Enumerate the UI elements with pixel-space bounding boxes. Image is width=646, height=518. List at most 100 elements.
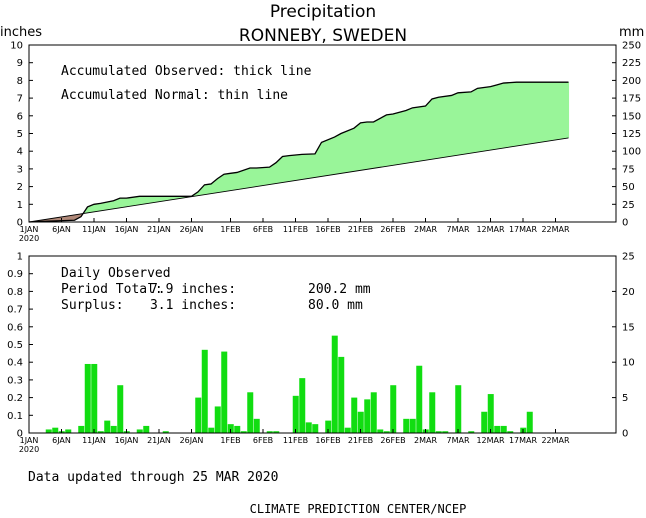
deficit-fill-slice	[78, 214, 80, 219]
surplus-fill-slice	[502, 83, 504, 149]
surplus-fill-slice	[486, 87, 488, 151]
surplus-fill-slice	[335, 136, 337, 175]
surplus-fill-slice	[414, 107, 416, 162]
surplus-fill-slice	[483, 87, 485, 152]
bottom-ytick-label-left: 0.4	[7, 358, 23, 369]
surplus-fill-slice	[174, 196, 176, 200]
surplus-fill-slice	[269, 167, 271, 185]
surplus-fill-slice	[475, 89, 477, 153]
surplus-fill-slice	[247, 168, 249, 188]
surplus-fill-slice	[516, 82, 518, 147]
period-total-inches: 7.9 inches:	[150, 282, 236, 297]
surplus-fill-slice	[220, 176, 222, 193]
top-xtick-label: 11FEB	[283, 225, 308, 234]
surplus-fill-slice	[443, 96, 445, 158]
bottom-xtick-label: 1JAN	[20, 436, 39, 445]
surplus-fill-slice	[88, 206, 90, 213]
surplus-fill-slice	[431, 99, 433, 160]
surplus-fill-slice	[109, 201, 111, 210]
surplus-fill-slice	[126, 198, 128, 207]
surplus-fill-slice	[396, 113, 398, 165]
surplus-fill-slice	[309, 154, 311, 179]
surplus-fill-slice	[503, 83, 505, 149]
surplus-fill-slice	[153, 196, 155, 203]
surplus-fill-slice	[337, 135, 339, 174]
daily-bar	[240, 431, 247, 433]
top-xtick-label: 26JAN	[180, 225, 204, 234]
top-ytick-label-left: 1	[17, 200, 23, 211]
deficit-fill-slice	[71, 215, 73, 221]
deficit-fill-slice	[45, 219, 47, 222]
surplus-fill-slice	[371, 121, 373, 169]
surplus-fill-slice	[197, 192, 199, 196]
deficit-fill-slice	[58, 217, 60, 221]
surplus-fill-slice	[287, 155, 289, 182]
surplus-fill-slice	[102, 203, 104, 211]
top-year-label: 2020	[19, 234, 39, 243]
surplus-fill-slice	[310, 154, 312, 179]
top-xtick-label: 16FEB	[315, 225, 340, 234]
daily-bar	[383, 431, 390, 433]
surplus-fill-slice	[164, 196, 166, 201]
bottom-ytick-label-left: 0.8	[7, 287, 23, 298]
daily-bar	[292, 395, 299, 433]
surplus-fill-slice	[404, 110, 406, 164]
deficit-fill-slice	[62, 216, 64, 221]
surplus-fill-slice	[387, 114, 389, 167]
top-xtick-label: 6FEB	[253, 225, 273, 234]
top-xtick-label: 11JAN	[82, 225, 106, 234]
surplus-fill-slice	[474, 89, 476, 153]
surplus-fill-slice	[154, 196, 156, 203]
surplus-fill-slice	[416, 107, 418, 162]
surplus-fill-slice	[91, 205, 93, 213]
top-xtick-label: 1JAN	[20, 225, 39, 234]
deficit-fill-slice	[80, 213, 82, 217]
surplus-fill-slice	[401, 111, 403, 164]
surplus-fill-slice	[549, 82, 551, 141]
surplus-fill-slice	[548, 82, 550, 142]
surplus-fill-slice	[551, 82, 553, 141]
surplus-fill-slice	[498, 84, 500, 149]
surplus-fill-slice	[452, 95, 454, 157]
top-ytick-label-left: 6	[17, 111, 23, 122]
surplus-fill-slice	[129, 197, 131, 207]
surplus-fill-slice	[181, 196, 183, 199]
surplus-fill-slice	[501, 83, 503, 149]
surplus-fill-slice	[412, 107, 414, 163]
surplus-fill-slice	[349, 130, 351, 173]
surplus-fill-slice	[348, 130, 350, 173]
surplus-fill-slice	[544, 82, 546, 142]
surplus-fill-slice	[405, 110, 407, 164]
surplus-fill-slice	[97, 203, 99, 212]
bottom-ytick-label-left: 0	[17, 429, 23, 440]
daily-bar	[201, 349, 208, 433]
surplus-fill-slice	[137, 196, 139, 206]
surplus-fill-slice	[248, 168, 250, 188]
surplus-fill-slice	[375, 120, 377, 169]
surplus-fill-slice	[228, 173, 230, 191]
deficit-fill-slice	[54, 218, 56, 221]
surplus-fill-slice	[430, 100, 432, 160]
surplus-fill-slice	[319, 145, 321, 177]
surplus-fill-slice	[530, 82, 532, 144]
surplus-fill-slice	[517, 82, 519, 146]
surplus-fill-slice	[358, 124, 360, 171]
normal-line	[28, 137, 569, 223]
surplus-fill-slice	[113, 200, 115, 209]
surplus-fill-slice	[361, 122, 363, 171]
surplus-fill-slice	[231, 173, 233, 191]
surplus-fill-slice	[110, 201, 112, 210]
bottom-ytick-label-left: 0.3	[7, 375, 23, 386]
surplus-fill-slice	[469, 92, 471, 154]
surplus-fill-slice	[116, 199, 118, 209]
surplus-fill-slice	[123, 198, 125, 208]
surplus-fill-slice	[184, 196, 186, 198]
surplus-fill-slice	[394, 113, 396, 166]
top-ytick-label-right: 175	[622, 94, 641, 105]
surplus-fill-slice	[494, 85, 496, 150]
surplus-fill-slice	[465, 92, 467, 154]
surplus-fill-slice	[135, 196, 137, 206]
surplus-fill-slice	[292, 155, 294, 181]
deficit-fill-slice	[48, 218, 50, 222]
surplus-fill-slice	[448, 95, 450, 157]
